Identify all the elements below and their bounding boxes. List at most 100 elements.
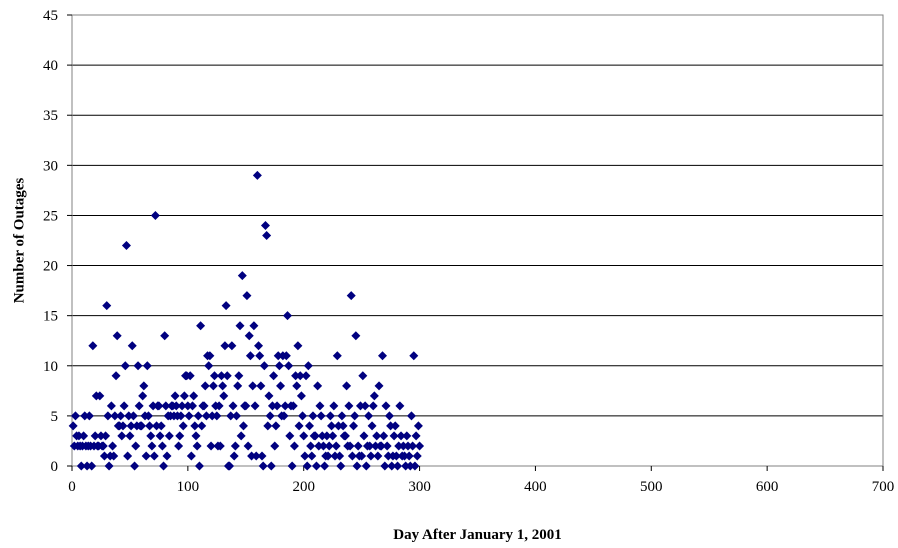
data-point — [103, 411, 113, 421]
data-point — [380, 461, 390, 471]
data-point — [145, 421, 155, 431]
data-point — [235, 321, 245, 331]
data-point — [152, 421, 162, 431]
data-point — [255, 351, 265, 361]
data-point — [139, 381, 149, 391]
data-point — [384, 411, 394, 421]
data-point — [177, 401, 187, 411]
data-point — [368, 401, 378, 411]
data-point — [346, 291, 356, 301]
data-point — [381, 401, 391, 411]
data-point — [186, 451, 196, 461]
data-point — [358, 371, 368, 381]
data-point — [249, 321, 259, 331]
data-point — [390, 421, 400, 431]
x-tick-label: 700 — [872, 479, 895, 495]
data-point — [70, 411, 80, 421]
data-point — [280, 401, 290, 411]
data-point — [294, 421, 304, 431]
data-point — [314, 441, 324, 451]
data-point — [133, 361, 143, 371]
data-point — [371, 441, 381, 451]
data-point — [257, 451, 267, 461]
data-point — [234, 371, 244, 381]
data-point — [349, 421, 359, 431]
data-point — [154, 401, 164, 411]
data-point — [141, 451, 151, 461]
data-point — [263, 421, 273, 431]
data-point — [272, 401, 282, 411]
data-point — [400, 451, 410, 461]
data-point — [284, 361, 294, 371]
data-point — [250, 401, 260, 411]
data-point — [116, 411, 126, 421]
x-axis-title: Day After January 1, 2001 — [393, 527, 561, 543]
data-point — [117, 431, 127, 441]
data-point — [220, 341, 230, 351]
data-point — [108, 441, 118, 451]
data-point — [391, 451, 401, 461]
y-tick-label: 20 — [43, 259, 58, 275]
data-point — [306, 441, 316, 451]
data-point — [296, 391, 306, 401]
data-point — [340, 431, 350, 441]
data-point — [329, 401, 339, 411]
data-point — [324, 441, 334, 451]
data-point — [299, 431, 309, 441]
data-point — [228, 401, 238, 411]
data-point — [210, 371, 220, 381]
data-point — [398, 441, 408, 451]
data-point — [164, 431, 174, 441]
data-point — [150, 210, 160, 220]
data-point — [121, 241, 131, 251]
data-point — [367, 421, 377, 431]
data-point — [134, 401, 144, 411]
data-point — [251, 451, 261, 461]
y-tick-label: 5 — [51, 409, 59, 425]
data-point — [82, 461, 92, 471]
data-point — [281, 351, 291, 361]
data-point — [178, 421, 188, 431]
data-point — [311, 461, 321, 471]
data-point — [366, 451, 376, 461]
data-point — [215, 441, 225, 451]
data-point — [282, 311, 292, 321]
data-point — [109, 451, 119, 461]
data-point — [267, 401, 277, 411]
data-point — [187, 401, 197, 411]
data-point — [124, 411, 134, 421]
data-point — [207, 411, 217, 421]
data-point — [205, 351, 215, 361]
data-point — [285, 431, 295, 441]
data-point — [232, 411, 242, 421]
data-point — [170, 391, 180, 401]
data-point — [338, 421, 348, 431]
data-point — [155, 431, 165, 441]
data-point — [328, 431, 338, 441]
data-point — [350, 411, 360, 421]
data-point — [373, 451, 383, 461]
data-point — [408, 441, 418, 451]
data-point — [247, 451, 257, 461]
data-point — [298, 411, 308, 421]
data-point — [143, 411, 153, 421]
data-point — [289, 441, 299, 451]
data-point — [403, 441, 413, 451]
data-point — [307, 451, 317, 461]
data-point — [332, 351, 342, 361]
data-point — [194, 461, 204, 471]
data-point — [90, 431, 100, 441]
y-tick-label: 30 — [43, 158, 58, 174]
data-point — [196, 321, 206, 331]
data-point — [352, 461, 362, 471]
data-point — [243, 441, 253, 451]
data-point — [88, 341, 98, 351]
data-point — [288, 401, 298, 411]
data-point — [335, 451, 345, 461]
data-point — [147, 441, 157, 451]
data-point — [361, 461, 371, 471]
data-point — [415, 441, 425, 451]
data-point — [353, 441, 363, 451]
y-tick-label: 35 — [43, 108, 58, 124]
